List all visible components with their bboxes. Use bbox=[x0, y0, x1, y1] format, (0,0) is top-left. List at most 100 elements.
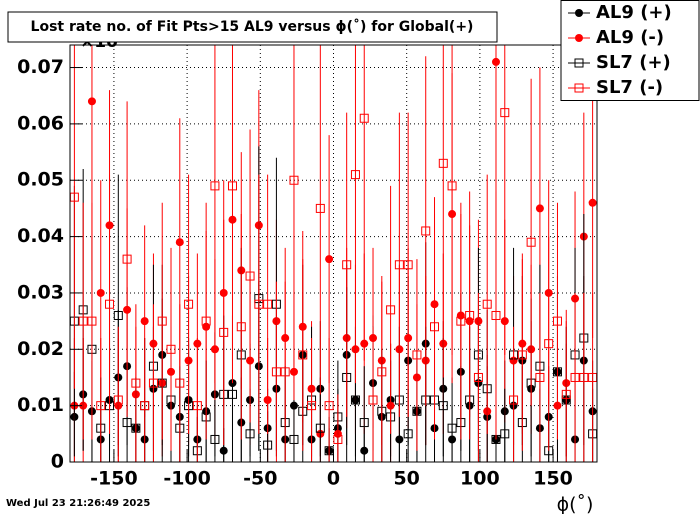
y-tick-label: 0.04 bbox=[17, 225, 64, 247]
point bbox=[289, 175, 299, 185]
point bbox=[473, 372, 483, 382]
point bbox=[412, 350, 422, 360]
x-tick-label: 0 bbox=[327, 468, 340, 490]
point bbox=[157, 316, 167, 326]
chart-title: Lost rate no. of Fit Pts>15 AL9 versus ϕ… bbox=[31, 18, 474, 35]
point bbox=[552, 316, 562, 326]
y-tick-label: 0.06 bbox=[17, 112, 64, 134]
point bbox=[430, 322, 440, 332]
legend-marker bbox=[575, 9, 583, 17]
point bbox=[456, 316, 466, 326]
point bbox=[87, 97, 96, 106]
grid bbox=[70, 45, 597, 463]
point bbox=[87, 316, 97, 326]
point bbox=[350, 170, 360, 180]
point bbox=[307, 401, 317, 411]
point bbox=[359, 113, 369, 123]
point bbox=[421, 226, 431, 236]
legend-marker bbox=[574, 83, 584, 93]
legend-label: AL9 (-) bbox=[596, 27, 664, 48]
legend-label: AL9 (+) bbox=[596, 2, 672, 23]
point bbox=[315, 203, 325, 213]
point bbox=[403, 429, 413, 439]
point bbox=[333, 434, 343, 444]
point bbox=[482, 299, 492, 309]
axes: -150 -100 -50 0 50 100 150 0 0.01 0.02 0.03 0.04 0.0… bbox=[17, 56, 573, 489]
point bbox=[570, 372, 580, 382]
point bbox=[122, 254, 132, 264]
y-tick-label: 0.03 bbox=[17, 281, 64, 303]
point bbox=[227, 389, 237, 399]
point bbox=[219, 327, 229, 337]
point bbox=[280, 367, 290, 377]
legend-label: SL7 (+) bbox=[596, 52, 671, 73]
point bbox=[227, 181, 237, 191]
point bbox=[561, 389, 571, 399]
point bbox=[368, 395, 378, 405]
point bbox=[113, 395, 123, 405]
y-tick-label: 0.07 bbox=[17, 56, 64, 78]
point bbox=[535, 372, 545, 382]
point bbox=[342, 260, 352, 270]
timestamp: Wed Jul 23 21:26:49 2025 bbox=[6, 498, 150, 509]
y-tick-label: 0.02 bbox=[17, 338, 64, 360]
point bbox=[377, 367, 387, 377]
legend-box bbox=[560, 0, 700, 101]
point bbox=[210, 434, 220, 444]
point bbox=[201, 316, 211, 326]
legend-marker bbox=[575, 34, 583, 42]
plot-area bbox=[70, 45, 597, 462]
point bbox=[579, 372, 589, 382]
point bbox=[254, 299, 264, 309]
point bbox=[394, 260, 404, 270]
point bbox=[210, 181, 220, 191]
point bbox=[245, 271, 255, 281]
point bbox=[350, 395, 360, 405]
y-tick-label: 0.01 bbox=[17, 394, 64, 416]
point bbox=[465, 310, 475, 320]
legend: AL9 (+) AL9 (-) SL7 (+) SL7 (-) bbox=[560, 0, 700, 101]
point bbox=[438, 401, 448, 411]
point bbox=[359, 418, 369, 428]
point bbox=[78, 316, 88, 326]
point bbox=[148, 378, 158, 388]
y-tick-label: 0 bbox=[51, 451, 64, 473]
point bbox=[122, 418, 132, 428]
point bbox=[105, 299, 115, 309]
point bbox=[447, 423, 457, 433]
point bbox=[386, 305, 396, 315]
point bbox=[544, 339, 554, 349]
point bbox=[438, 158, 448, 168]
y-tick-label: 0.05 bbox=[17, 169, 64, 191]
point bbox=[263, 440, 273, 450]
point bbox=[535, 204, 544, 213]
point bbox=[491, 57, 500, 66]
point bbox=[184, 299, 194, 309]
point bbox=[588, 198, 597, 207]
point bbox=[175, 378, 185, 388]
point bbox=[236, 322, 246, 332]
x-tick-label: -150 bbox=[90, 468, 138, 490]
point bbox=[166, 344, 176, 354]
title-box bbox=[7, 11, 498, 43]
point bbox=[113, 310, 123, 320]
legend-label: SL7 (-) bbox=[596, 77, 663, 98]
point bbox=[175, 238, 184, 247]
point bbox=[447, 181, 457, 191]
point bbox=[271, 367, 281, 377]
point bbox=[298, 350, 308, 360]
point bbox=[526, 237, 536, 247]
point bbox=[491, 310, 501, 320]
point bbox=[245, 429, 255, 439]
x-tick-label: 150 bbox=[533, 468, 573, 490]
point bbox=[140, 401, 150, 411]
point bbox=[96, 288, 105, 297]
point bbox=[263, 299, 273, 309]
legend-marker bbox=[574, 58, 584, 68]
point bbox=[96, 401, 106, 411]
x-tick-label: 100 bbox=[460, 468, 500, 490]
point bbox=[509, 395, 519, 405]
point bbox=[289, 434, 299, 444]
point bbox=[500, 429, 510, 439]
